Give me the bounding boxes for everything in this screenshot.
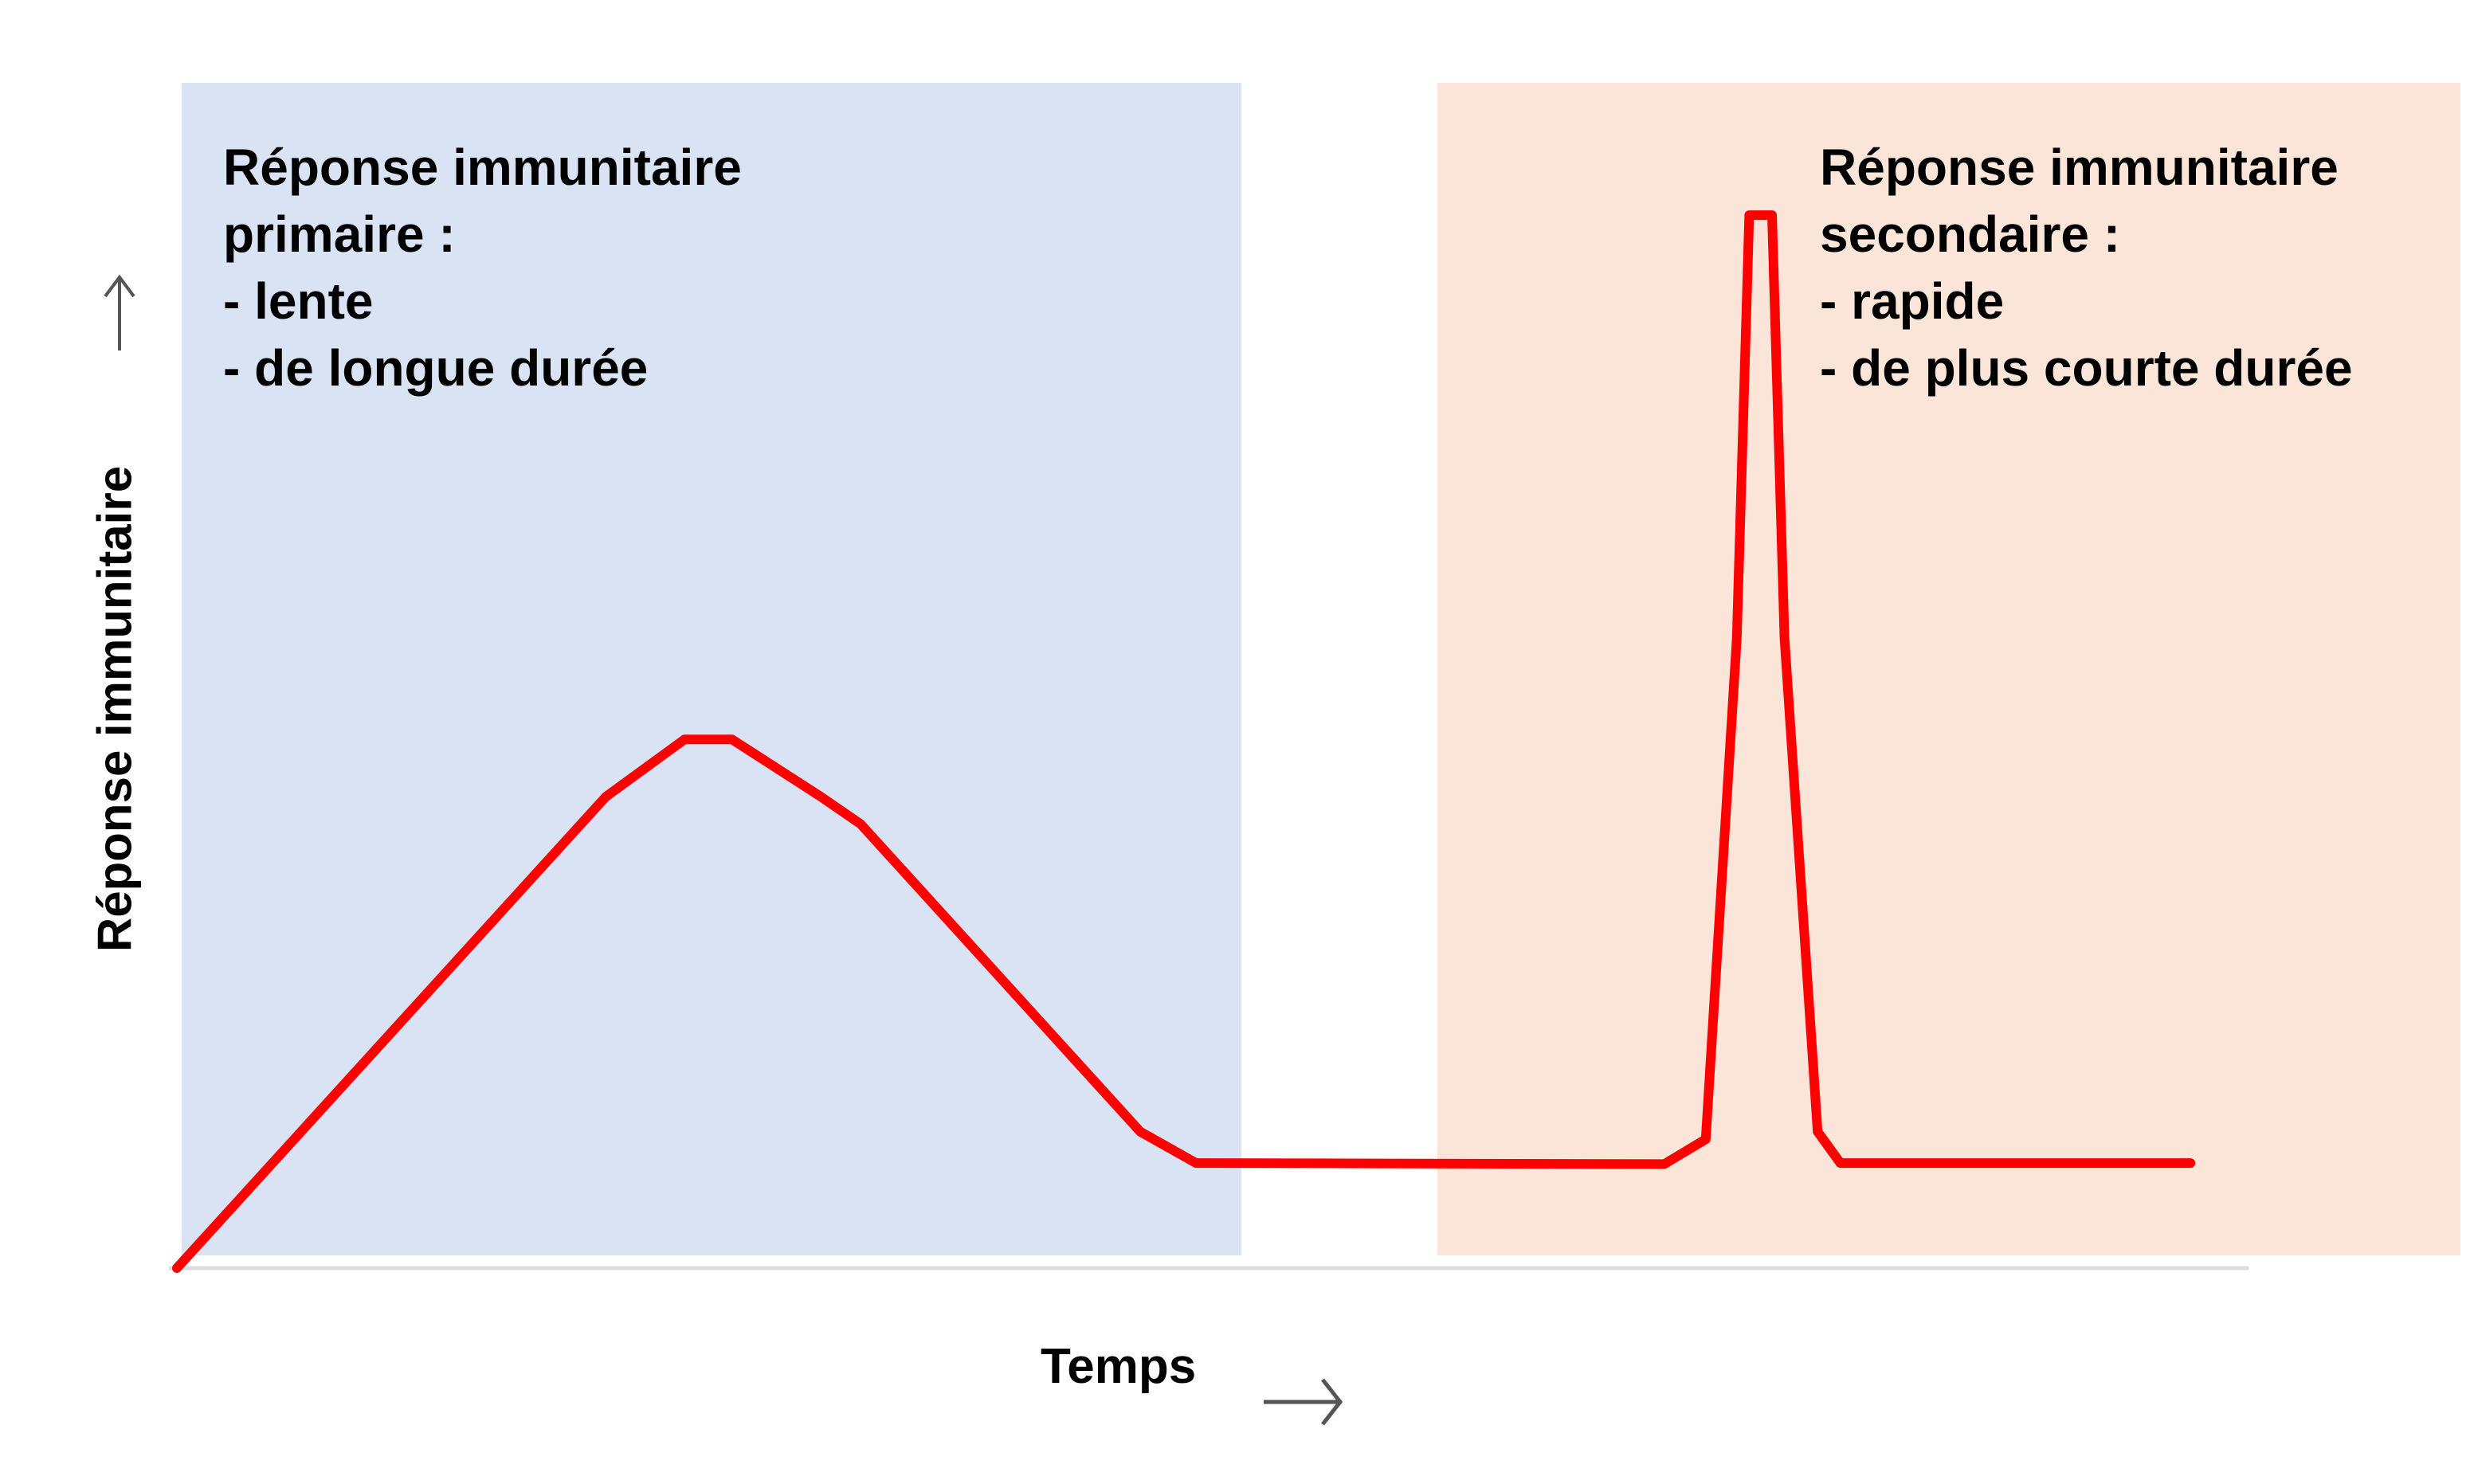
y-axis-label: Réponse immunitaire xyxy=(88,465,142,953)
primary-response-region xyxy=(182,83,1241,1255)
response-curve xyxy=(172,210,2196,1273)
annotation-line: - de plus courte durée xyxy=(1820,339,2353,397)
up-arrow-icon xyxy=(104,274,135,350)
annotation-line: Réponse immunitaire xyxy=(223,139,742,196)
annotation-line: - de longue durée xyxy=(223,339,649,397)
secondary-response-annotation: Réponse immunitaire secondaire : - rapid… xyxy=(1820,134,2427,401)
x-axis-label: Temps xyxy=(1041,1339,1197,1394)
annotation-line: secondaire : xyxy=(1820,206,2121,263)
primary-response-annotation: Réponse immunitaire primaire : - lente -… xyxy=(223,134,1179,401)
annotation-line: - lente xyxy=(223,272,374,330)
annotation-line: Réponse immunitaire xyxy=(1820,139,2339,196)
right-arrow-icon xyxy=(1264,1378,1343,1426)
secondary-response-region xyxy=(1437,83,2460,1255)
annotation-line: primaire : xyxy=(223,206,456,263)
annotation-line: - rapide xyxy=(1820,272,2005,330)
